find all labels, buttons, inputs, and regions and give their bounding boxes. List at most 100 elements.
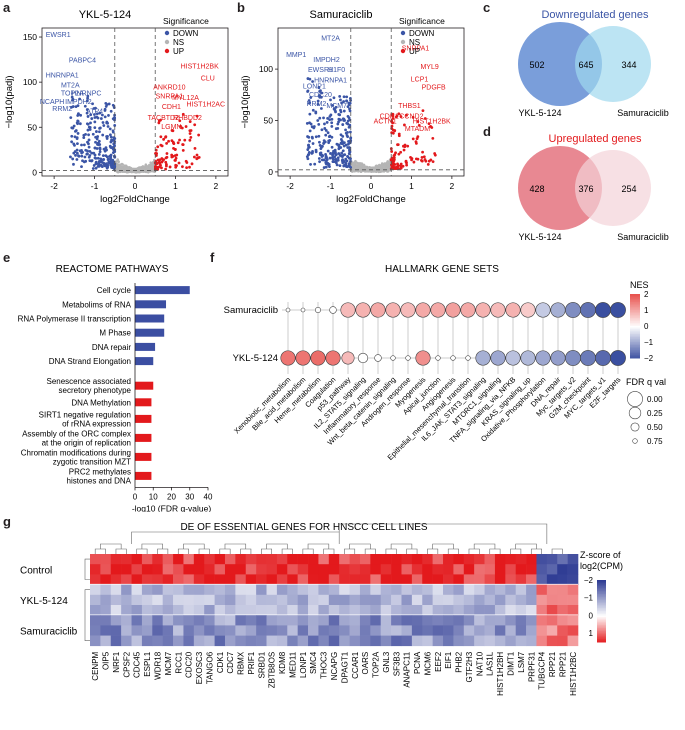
heatmap-cell bbox=[193, 625, 205, 636]
up-point bbox=[155, 152, 159, 155]
up-point bbox=[193, 146, 197, 150]
heatmap-cell bbox=[567, 605, 579, 616]
up-point bbox=[162, 158, 166, 162]
down-point bbox=[95, 112, 99, 116]
heatmap-gene-label: NAT10 bbox=[475, 651, 484, 676]
down-point bbox=[70, 134, 74, 138]
heatmap-cell bbox=[152, 564, 163, 575]
dendro-link bbox=[349, 543, 371, 549]
heatmap-cell bbox=[121, 584, 132, 596]
heatmap-cell bbox=[276, 594, 288, 606]
heatmap-cell bbox=[297, 594, 309, 606]
down-point bbox=[319, 95, 323, 99]
heatmap-group-label: YKL-5-124 bbox=[20, 596, 68, 607]
down-point bbox=[72, 124, 76, 128]
heatmap-cell bbox=[121, 635, 132, 647]
up-point bbox=[395, 114, 399, 118]
heatmap-cell bbox=[474, 554, 485, 565]
dotplot-dot bbox=[550, 302, 566, 318]
down-point bbox=[336, 122, 340, 126]
dendro-link bbox=[432, 543, 454, 549]
down-point bbox=[95, 147, 99, 150]
nes-gradient-step bbox=[630, 334, 640, 337]
heatmap-cell bbox=[463, 615, 475, 626]
up-point bbox=[183, 138, 187, 142]
heatmap-cell bbox=[245, 574, 257, 585]
venn-left-count: 428 bbox=[529, 184, 544, 194]
dendro-link bbox=[224, 543, 247, 549]
heatmap-cell bbox=[432, 584, 444, 596]
heatmap-cell bbox=[391, 554, 402, 565]
legend-item: NS bbox=[173, 38, 184, 47]
down-point bbox=[78, 122, 82, 126]
heatmap-cell bbox=[90, 635, 101, 647]
heatmap-gradient-step bbox=[597, 612, 606, 615]
heatmap-cell bbox=[453, 605, 465, 616]
down-point bbox=[341, 149, 345, 153]
heatmap-cell bbox=[131, 594, 143, 606]
up-point bbox=[173, 158, 177, 162]
heatmap-cell bbox=[422, 625, 433, 636]
up-point bbox=[158, 158, 162, 162]
heatmap-cell bbox=[328, 554, 340, 565]
heatmap-gradient-step bbox=[597, 581, 606, 584]
fdr-legend-tick: 0.00 bbox=[647, 395, 663, 404]
down-point bbox=[348, 101, 352, 105]
heatmap-cell bbox=[297, 625, 309, 636]
down-point bbox=[96, 116, 100, 120]
heatmap-cell bbox=[411, 564, 423, 575]
down-point bbox=[344, 164, 348, 167]
heatmap-cell bbox=[463, 635, 475, 647]
ns-point bbox=[353, 161, 356, 164]
heatmap-gene-label: ESPL1 bbox=[143, 651, 152, 676]
heatmap-cell bbox=[276, 584, 288, 596]
heatmap-cell bbox=[204, 554, 215, 565]
down-point bbox=[98, 111, 102, 115]
heatmap-cell bbox=[90, 625, 101, 636]
ns-point bbox=[115, 164, 119, 167]
heatmap-cell bbox=[526, 594, 537, 606]
dotplot-dot bbox=[475, 302, 491, 318]
down-point bbox=[332, 160, 336, 164]
heatmap-cell bbox=[515, 635, 527, 647]
gene-label-up: THBS1 bbox=[398, 103, 421, 110]
heatmap-cell bbox=[276, 635, 288, 647]
heatmap-cell bbox=[328, 625, 340, 636]
x-axis-label: log2FoldChange bbox=[100, 194, 170, 205]
heatmap-cell bbox=[173, 615, 184, 626]
nes-gradient-step bbox=[630, 306, 640, 309]
down-point bbox=[311, 80, 314, 83]
down-point bbox=[346, 135, 350, 139]
bar-label: at the origin of replication bbox=[42, 438, 131, 447]
down-point bbox=[89, 113, 93, 117]
heatmap-gradient-step bbox=[597, 617, 606, 620]
down-point bbox=[329, 98, 332, 102]
heatmap-cell bbox=[505, 584, 517, 596]
dendro-link bbox=[385, 548, 397, 554]
heatmap-cell bbox=[453, 574, 465, 585]
y-tick-label: 50 bbox=[264, 116, 274, 126]
heatmap-gene-label: TOP2A bbox=[372, 651, 381, 678]
heatmap-gene-label: EIF1 bbox=[444, 651, 453, 668]
gene-label-up: CDH1 bbox=[380, 113, 399, 120]
bar-label: PRC2 methylates bbox=[69, 467, 131, 476]
legend-title: Significance bbox=[399, 16, 445, 26]
heatmap-cell bbox=[359, 625, 371, 636]
dendro-link bbox=[266, 543, 288, 549]
bar-label: SIRT1 negative regulation bbox=[39, 410, 131, 419]
down-point bbox=[325, 121, 329, 124]
heatmap-cell bbox=[494, 594, 506, 606]
dotplot-dot bbox=[490, 302, 506, 318]
down-point bbox=[341, 155, 344, 158]
heatmap-cell bbox=[443, 605, 454, 616]
heatmap-cell bbox=[121, 605, 132, 616]
heatmap-cell bbox=[349, 584, 361, 596]
nes-gradient-step bbox=[630, 305, 640, 308]
heatmap-cell bbox=[131, 635, 143, 647]
heatmap-cell bbox=[484, 554, 496, 565]
heatmap-cell bbox=[152, 625, 163, 636]
down-point bbox=[81, 150, 84, 154]
heatmap-cell bbox=[474, 584, 485, 596]
x-tick-label: 2 bbox=[214, 181, 219, 191]
down-point bbox=[109, 135, 113, 139]
